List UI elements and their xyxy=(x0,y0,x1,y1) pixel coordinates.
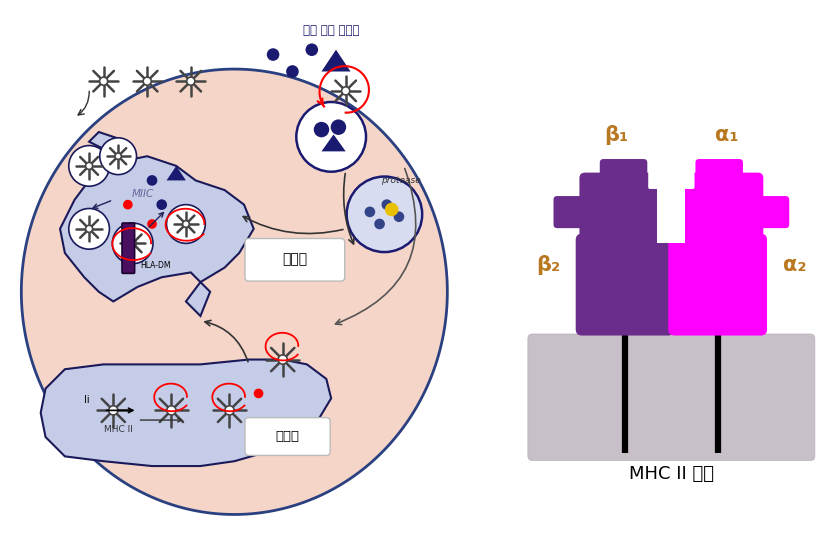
Text: β₁: β₁ xyxy=(604,125,628,145)
Circle shape xyxy=(330,120,346,135)
FancyBboxPatch shape xyxy=(575,234,675,335)
Polygon shape xyxy=(60,132,254,316)
Text: Ii: Ii xyxy=(84,395,90,405)
Text: protease: protease xyxy=(381,176,421,185)
Text: MIIC: MIIC xyxy=(131,189,153,199)
Circle shape xyxy=(113,223,153,264)
Text: 소포체: 소포체 xyxy=(275,429,299,442)
Polygon shape xyxy=(22,69,447,514)
Circle shape xyxy=(68,145,109,186)
Circle shape xyxy=(115,153,121,159)
Text: 세폄 밖의 단백질: 세폄 밖의 단백질 xyxy=(303,24,359,37)
Circle shape xyxy=(385,203,399,216)
Circle shape xyxy=(123,200,133,210)
Polygon shape xyxy=(41,360,331,466)
FancyBboxPatch shape xyxy=(580,172,668,245)
Circle shape xyxy=(86,225,93,232)
Circle shape xyxy=(167,205,205,243)
Circle shape xyxy=(187,77,195,85)
Circle shape xyxy=(99,77,108,85)
Circle shape xyxy=(183,221,189,227)
FancyBboxPatch shape xyxy=(122,223,134,273)
Circle shape xyxy=(314,122,329,137)
Circle shape xyxy=(86,163,93,170)
Circle shape xyxy=(342,87,349,95)
Circle shape xyxy=(286,65,299,78)
Circle shape xyxy=(225,406,234,415)
FancyBboxPatch shape xyxy=(648,155,695,189)
Circle shape xyxy=(305,43,318,56)
Circle shape xyxy=(147,219,157,229)
FancyBboxPatch shape xyxy=(668,234,767,335)
Circle shape xyxy=(68,209,109,249)
Circle shape xyxy=(100,138,137,175)
FancyBboxPatch shape xyxy=(657,166,686,243)
Circle shape xyxy=(129,240,136,247)
Circle shape xyxy=(254,389,264,398)
Text: 엔도좀: 엔도좀 xyxy=(282,253,308,266)
FancyBboxPatch shape xyxy=(696,159,743,188)
FancyBboxPatch shape xyxy=(657,166,686,243)
Text: β₂: β₂ xyxy=(536,255,560,274)
Circle shape xyxy=(278,355,288,364)
Circle shape xyxy=(381,199,392,210)
Circle shape xyxy=(347,177,422,252)
Polygon shape xyxy=(321,50,350,71)
Circle shape xyxy=(364,206,375,217)
FancyBboxPatch shape xyxy=(245,238,344,281)
Text: α₂: α₂ xyxy=(783,255,806,274)
Text: MHC II 구조: MHC II 구조 xyxy=(629,466,714,484)
FancyBboxPatch shape xyxy=(245,418,330,456)
FancyBboxPatch shape xyxy=(675,172,763,245)
Circle shape xyxy=(167,406,176,415)
Circle shape xyxy=(374,219,385,229)
FancyBboxPatch shape xyxy=(748,196,789,228)
Circle shape xyxy=(108,406,118,415)
Circle shape xyxy=(394,211,404,222)
Text: α₁: α₁ xyxy=(716,125,739,145)
FancyBboxPatch shape xyxy=(554,196,595,228)
FancyBboxPatch shape xyxy=(600,159,647,188)
FancyBboxPatch shape xyxy=(528,334,815,461)
Text: HLA-DM: HLA-DM xyxy=(140,261,170,270)
Circle shape xyxy=(157,199,167,210)
Circle shape xyxy=(143,77,151,85)
Circle shape xyxy=(147,175,158,186)
Text: MHC II: MHC II xyxy=(103,425,133,434)
Polygon shape xyxy=(167,166,186,181)
Circle shape xyxy=(267,48,279,61)
Circle shape xyxy=(296,102,366,172)
Polygon shape xyxy=(321,135,345,152)
